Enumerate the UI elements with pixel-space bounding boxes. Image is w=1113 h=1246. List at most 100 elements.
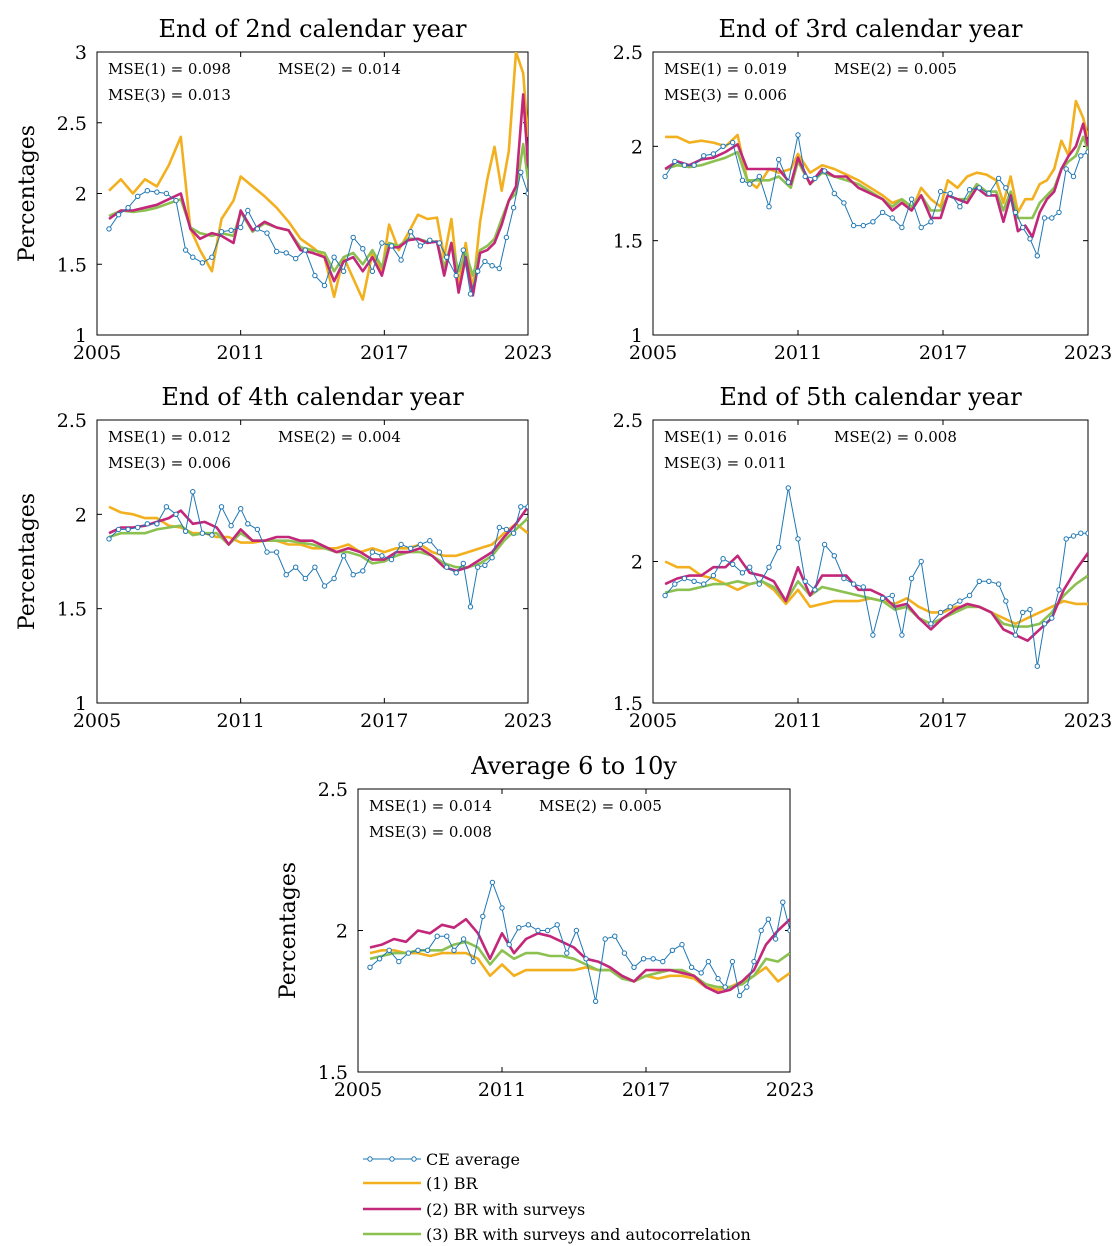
ce-point (976, 578, 982, 584)
ce-point (388, 243, 395, 249)
ce-point (321, 583, 328, 589)
ce-point (273, 248, 280, 255)
ce-point (879, 595, 886, 601)
series-line-ce (108, 491, 528, 608)
y-axis-label: Percentages (15, 125, 40, 262)
ce-point (254, 226, 261, 232)
ce-point (701, 581, 707, 587)
ce-point (928, 219, 934, 225)
legend-item-br1: (1) BR (363, 1174, 479, 1193)
ce-point (756, 581, 762, 587)
ce-point (190, 254, 196, 260)
ce-point (125, 526, 131, 533)
y-tick-label: 2 (75, 504, 87, 526)
ce-point (443, 254, 450, 260)
ce-point (681, 162, 688, 168)
ce-point (662, 173, 668, 180)
ce-point (518, 504, 524, 510)
x-tick-label: 2011 (478, 1079, 526, 1101)
ce-point (1020, 224, 1026, 231)
y-tick-label: 1.5 (57, 254, 87, 276)
ce-point (766, 564, 772, 570)
ce-point (379, 553, 385, 559)
ce-point (583, 956, 589, 962)
ce-point (376, 956, 383, 962)
ce-point (436, 240, 443, 246)
ce-point (710, 572, 717, 579)
ce-point (453, 272, 459, 279)
ce-point (564, 950, 570, 956)
ce-point (821, 168, 828, 174)
ce-point (398, 257, 404, 263)
ce-point (489, 263, 495, 269)
ce-point (360, 246, 366, 252)
mse-3-label: MSE(3) = 0.011 (664, 454, 787, 472)
ce-point (283, 250, 289, 256)
ce-point (516, 925, 522, 931)
ce-point (879, 209, 886, 216)
ce-point (209, 532, 215, 538)
y-tick-label: 3 (75, 42, 87, 64)
ce-point (1027, 606, 1033, 613)
ce-point (480, 913, 486, 920)
ce-point (957, 598, 963, 604)
ce-point (776, 544, 782, 551)
series-line-br3 (369, 940, 790, 989)
x-tick-label: 2011 (216, 710, 264, 732)
ce-point (715, 975, 721, 982)
ce-point (957, 204, 963, 210)
mse-1-label: MSE(1) = 0.012 (108, 428, 231, 446)
ce-point (415, 947, 421, 953)
ce-point (396, 958, 402, 965)
ce-point (518, 169, 524, 176)
y-tick-label: 2 (631, 552, 643, 574)
chart-panel-5: Average 6 to 10y Percentages 2005 2011 2017 2… (276, 752, 814, 1101)
ce-point (705, 958, 712, 965)
ce-point (199, 530, 206, 536)
ce-point (831, 553, 837, 559)
ce-point (1070, 173, 1077, 180)
ce-point (115, 526, 122, 533)
ce-point (1034, 253, 1041, 259)
ce-point (475, 268, 481, 274)
ce-point (937, 609, 944, 616)
ce-point (691, 162, 697, 168)
ce-point (467, 291, 474, 297)
y-tick-label: 1.5 (57, 599, 87, 621)
y-tick-label: 2.5 (613, 410, 643, 432)
ce-point (1020, 609, 1026, 616)
ce-point (408, 545, 414, 551)
x-tick-label: 2011 (774, 710, 822, 732)
ce-point (350, 234, 356, 241)
ce-point (436, 549, 443, 555)
x-tick-label: 2017 (622, 1079, 670, 1101)
ce-point (264, 230, 270, 236)
ce-point (218, 504, 225, 510)
ce-point (795, 536, 801, 542)
x-tick-label: 2011 (774, 342, 822, 364)
ce-point (966, 187, 973, 193)
ce-point (751, 958, 757, 965)
series-line-br2 (664, 122, 1088, 239)
ce-point (986, 190, 992, 197)
ce-point (135, 193, 141, 200)
ce-point (918, 224, 924, 231)
ce-point (766, 204, 772, 210)
x-tick-label: 2005 (629, 342, 677, 364)
ce-point (850, 581, 857, 587)
series-group (367, 879, 790, 1004)
ce-point (821, 541, 828, 548)
ce-point (398, 541, 404, 548)
ce-point (496, 265, 502, 272)
ce-point (379, 240, 385, 246)
axes-frame (96, 419, 529, 704)
mse-3-label: MSE(3) = 0.013 (108, 86, 231, 104)
ce-point (1012, 209, 1019, 216)
legend-marker (367, 1156, 373, 1162)
series-line-ce (369, 881, 790, 1002)
ce-point (736, 992, 743, 999)
x-tick-label: 2017 (919, 342, 967, 364)
ce-point (554, 922, 560, 928)
x-tick-label: 2005 (334, 1079, 382, 1101)
ce-point (688, 964, 695, 970)
